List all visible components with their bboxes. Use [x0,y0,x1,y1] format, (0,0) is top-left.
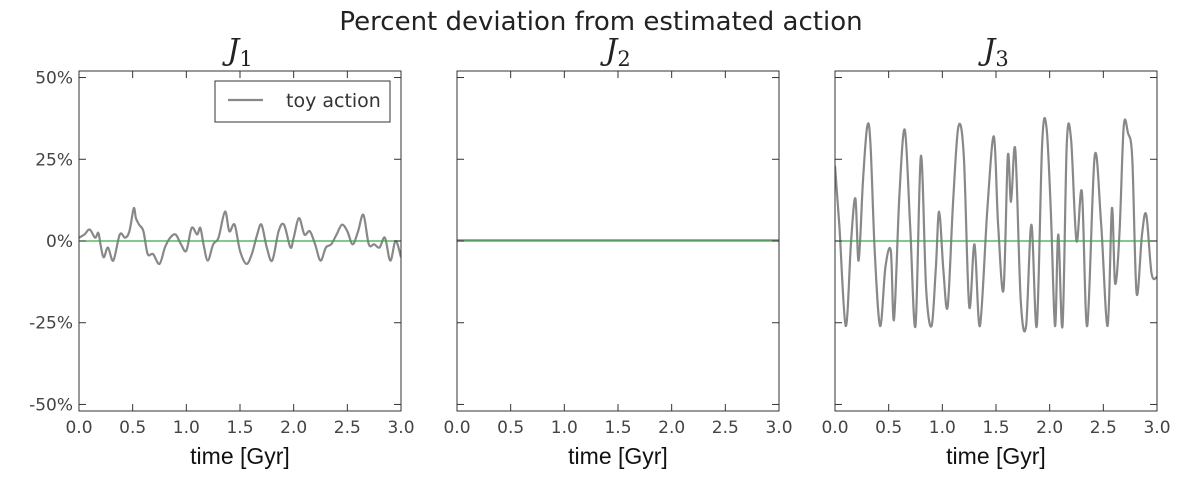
x-tick-label: 1.0 [929,418,956,438]
y-tick-label: -50% [29,395,73,415]
x-tick-label: 1.0 [173,418,200,438]
y-tick-label: 50% [35,69,73,89]
x-tick-label: 3.0 [387,418,414,438]
panel-title-subscript: 1 [239,47,252,71]
x-axis-label: time [Gyr] [568,443,668,469]
x-tick-label: 1.5 [226,418,253,438]
panel-title: J3 [977,33,1008,71]
x-tick-label: 3.0 [1143,418,1170,438]
x-tick-label: 2.5 [712,418,739,438]
x-tick-label: 0.0 [65,418,92,438]
legend: toy action [214,80,391,123]
x-axis-label: time [Gyr] [190,443,290,469]
y-tick-label: 25% [35,150,73,170]
panel-title-symbol: J [221,33,241,68]
x-tick-label: 2.5 [334,418,361,438]
y-tick-label: -25% [29,314,73,334]
x-tick-label: 2.0 [280,418,307,438]
panel-title: J2 [599,33,630,71]
x-tick-label: 1.5 [982,418,1009,438]
y-tick-label: 0% [46,232,73,252]
x-tick-label: 1.0 [551,418,578,438]
x-tick-label: 0.0 [821,418,848,438]
legend-box [214,80,391,123]
x-tick-label: 0.5 [875,418,902,438]
figure-title: Percent deviation from estimated action [339,7,862,37]
panel-1: J1 50% 25% 0% -25% -50% 0.0 0.5 1.0 1.5 2.0 2.5 3.0 t… [29,33,414,469]
x-tick-label: 3.0 [765,418,792,438]
x-tick-label: 2.0 [658,418,685,438]
series-line-toy-action [835,117,1157,333]
panel-title: J1 [221,33,252,71]
x-tick-label: 0.5 [119,418,146,438]
x-axis-label: time [Gyr] [946,443,1046,469]
panel-3: J3 0.0 0.5 1.0 1.5 2.0 2.5 3.0 time [Gyr] [821,33,1170,469]
x-tick-label: 2.0 [1036,418,1063,438]
series-line-toy-action [79,206,401,266]
x-tick-label: 2.5 [1090,418,1117,438]
x-tick-label: 1.5 [604,418,631,438]
panel-title-subscript: 3 [995,47,1008,71]
legend-label: toy action [286,90,381,112]
panel-title-subscript: 2 [617,47,630,71]
x-tick-label: 0.5 [497,418,524,438]
x-tick-label: 0.0 [443,418,470,438]
panel-title-symbol: J [599,33,619,68]
panel-title-symbol: J [977,33,997,68]
panel-2: J2 0.0 0.5 1.0 1.5 2.0 2.5 3.0 time [Gyr] [443,33,792,469]
